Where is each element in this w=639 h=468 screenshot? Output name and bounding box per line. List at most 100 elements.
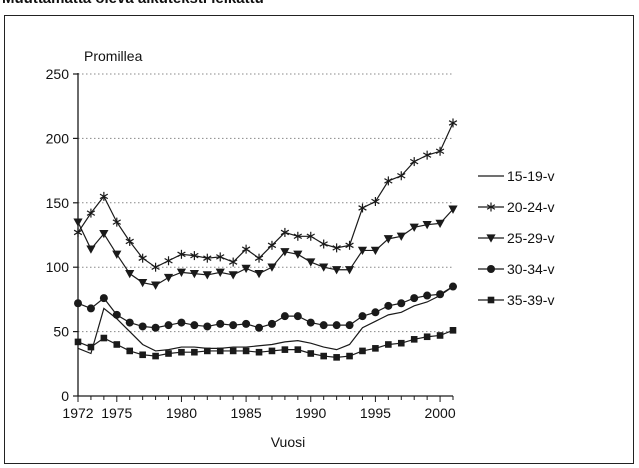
series-line-20-24-v [77,122,454,268]
point-30-34-v-1978 [151,323,160,332]
point-25-29-v-1976 [125,269,135,279]
point-30-34-v-1973 [86,304,95,313]
point-20-24-v-1990-stroke-2 [306,233,315,240]
point-20-24-v-1993-stroke-2 [345,242,354,249]
point-35-39-v-1990 [307,350,315,357]
point-25-29-v-1987 [267,263,277,272]
legend-marker-20-24-v [486,202,496,212]
y-axis-label: Promillea [84,48,143,64]
point-20-24-v-1977-stroke-2 [138,255,147,261]
point-20-24-v-1997-stroke-2 [397,172,406,179]
point-20-24-v-1985-stroke-2 [241,246,251,252]
point-20-24-v-1975-stroke-2 [112,219,121,225]
point-30-34-v-1983 [216,319,225,328]
point-25-29-v-1975 [112,250,122,259]
point-35-39-v-1972 [74,338,82,346]
point-20-24-v-1972-stroke-2 [73,229,83,236]
chart-frame [4,15,634,464]
point-20-24-v-1982 [203,253,212,263]
point-25-29-v-1985 [241,264,251,274]
grid-lines [78,73,453,333]
point-25-29-v-1972 [73,218,83,227]
point-30-34-v-1988 [280,312,289,321]
point-30-34-v-1976 [125,318,134,327]
point-25-29-v-1973 [86,245,96,254]
point-20-24-v-1977 [138,253,147,263]
point-25-29-v-1991 [319,263,329,272]
point-35-39-v-1992 [333,354,340,361]
point-30-34-v-1985 [242,319,251,328]
point-20-24-v-2000-stroke-2 [435,148,445,155]
point-25-29-v-1980 [176,268,187,277]
point-25-29-v-1989 [293,250,303,259]
point-25-29-v-1998 [409,223,419,232]
point-20-24-v-2001 [448,118,458,128]
point-20-24-v-1981-stroke-2 [190,252,199,259]
x-tick-label-1980: 1980 [166,405,197,421]
point-35-39-v-1989 [294,346,302,353]
point-35-39-v-1973 [87,343,95,351]
point-20-24-v-1983-stroke-2 [216,254,225,260]
point-35-39-v-1983 [216,347,224,355]
series-line-15-19-v [77,286,454,355]
point-20-24-v-1976-stroke-2 [125,238,134,245]
point-30-34-v-1987 [267,319,276,328]
point-25-29-v-1982 [202,271,212,280]
point-25-29-v-1984 [228,271,238,280]
x-tick-label-2000: 2000 [424,405,455,421]
point-35-39-v-1974 [100,334,108,342]
legend-label-30-34-v: 30-34-v [507,261,554,277]
point-30-34-v-1975 [112,310,121,319]
point-20-24-v-1996 [384,176,393,186]
legend-label-25-29-v: 25-29-v [507,230,554,246]
point-20-24-v-1991-stroke-2 [319,241,328,247]
point-30-34-v-2000 [436,290,445,299]
point-30-34-v-1972 [74,299,82,308]
y-tick-label-50: 50 [53,324,69,340]
series-25-29-v [73,205,458,290]
point-20-24-v-1994-stroke-2 [358,205,367,211]
point-35-39-v-1986 [255,348,263,356]
x-tick-label-1975: 1975 [101,405,132,421]
point-35-39-v-1988 [281,346,289,353]
point-30-34-v-1984 [229,321,238,330]
point-25-29-v-1995 [370,246,381,256]
point-20-24-v-1985 [241,244,251,254]
point-30-34-v-1980 [177,318,186,327]
point-20-24-v-1995-stroke-2 [371,198,380,205]
point-35-39-v-1997 [397,339,405,347]
series-35-39-v [74,327,457,361]
legend: 15-19-v 20-24-v 25-29-v 30-34-v 35-39-v [478,168,554,308]
point-30-34-v-1974 [99,294,108,303]
point-25-29-v-1997 [396,232,406,241]
point-35-39-v-1987 [268,347,276,355]
y-tick-label-150: 150 [46,195,70,211]
series-line-30-34-v [77,286,454,329]
point-35-39-v-1994 [359,347,366,355]
point-25-29-v-1978 [150,281,161,290]
point-25-29-v-1977 [138,278,148,288]
point-20-24-v-1987 [267,240,277,250]
point-20-24-v-1972 [73,227,83,237]
point-35-39-v-1999 [423,333,431,341]
point-35-39-v-1978 [152,352,159,360]
point-35-39-v-1975 [113,341,121,348]
point-20-24-v-1992-stroke-2 [332,245,341,251]
x-tick-label-1972: 1972 [62,405,93,421]
point-20-24-v-2000 [435,146,445,156]
point-35-39-v-2001 [449,327,457,334]
point-25-29-v-1974 [99,230,109,239]
point-25-29-v-1990 [306,258,316,267]
point-20-24-v-1989-stroke-2 [293,233,303,240]
point-35-39-v-1996 [385,341,392,348]
point-30-34-v-1997 [397,299,406,308]
legend-marker-35-39-v [487,296,495,304]
point-20-24-v-1988-stroke-2 [280,229,290,236]
point-20-24-v-1989 [293,231,303,241]
point-20-24-v-1986 [254,253,264,263]
x-tick-label-1995: 1995 [360,405,391,421]
point-20-24-v-1992 [332,243,341,253]
series-20-24-v [73,118,458,272]
series-lines [73,118,458,361]
y-tick-label-0: 0 [61,388,69,404]
